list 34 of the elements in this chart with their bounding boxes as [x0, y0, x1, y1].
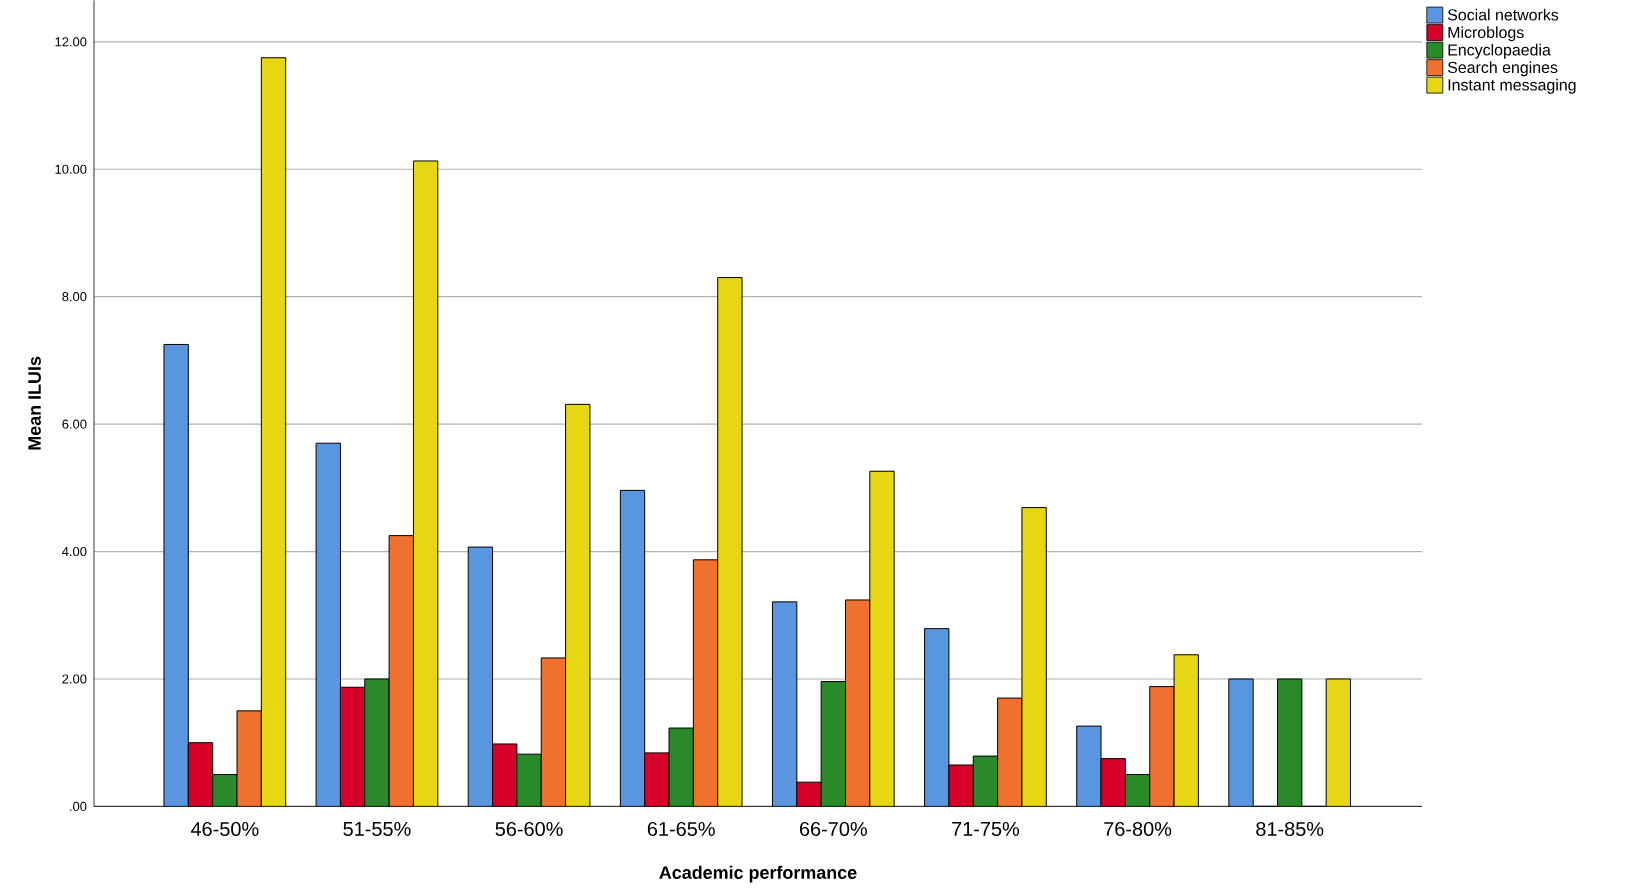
bar — [973, 755, 998, 807]
bar — [1125, 774, 1150, 807]
x-axis-title: Academic performance — [659, 865, 857, 883]
bar — [772, 601, 797, 807]
bar — [316, 443, 341, 807]
bar — [924, 628, 949, 807]
bar — [516, 753, 542, 807]
bar — [340, 687, 365, 807]
x-tick-label: 51-55% — [343, 821, 411, 836]
x-tick-label: 66-70% — [799, 821, 867, 836]
bar — [1325, 678, 1352, 807]
x-tick-label: 71-75% — [952, 821, 1020, 836]
bar — [188, 742, 213, 807]
bar — [669, 727, 694, 807]
x-tick-label: 61-65% — [647, 821, 715, 836]
x-tick-label: 56-60% — [495, 821, 563, 836]
bar — [644, 752, 670, 807]
bar — [620, 490, 645, 807]
bar — [212, 774, 237, 807]
bar — [1101, 758, 1126, 807]
bar — [821, 681, 846, 807]
bar — [163, 344, 189, 807]
bar — [948, 764, 974, 807]
bar — [1076, 725, 1102, 807]
bar — [364, 678, 390, 807]
bar — [468, 546, 493, 807]
bar — [492, 743, 517, 807]
bar — [1277, 678, 1303, 807]
y-axis-title: Mean ILUIs — [28, 356, 41, 450]
x-tick-label: 81-85% — [1256, 821, 1324, 836]
x-tick-label: 76-80% — [1104, 821, 1172, 836]
x-tick-label: 46-50% — [190, 821, 259, 836]
bar — [796, 782, 822, 807]
bar — [1228, 678, 1254, 807]
